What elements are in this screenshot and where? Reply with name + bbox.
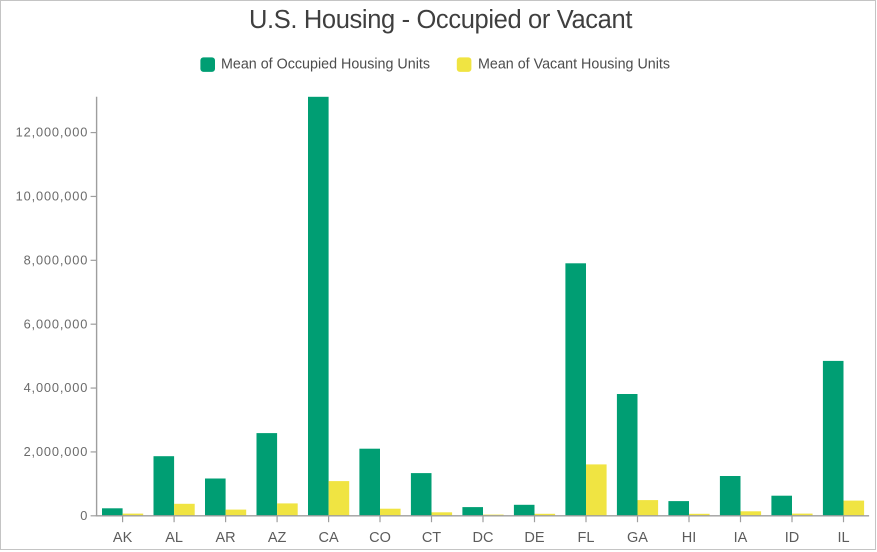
svg-text:ID: ID — [785, 530, 800, 546]
svg-text:CO: CO — [369, 530, 391, 546]
svg-text:DE: DE — [524, 530, 544, 546]
svg-text:FL: FL — [578, 530, 595, 546]
svg-text:AK: AK — [113, 530, 133, 546]
svg-text:IL: IL — [837, 530, 849, 546]
svg-text:U.S. Housing - Occupied or Vac: U.S. Housing - Occupied or Vacant — [249, 6, 632, 34]
svg-text:8,000,000: 8,000,000 — [24, 252, 89, 267]
svg-text:10,000,000: 10,000,000 — [16, 189, 89, 204]
svg-text:AZ: AZ — [268, 530, 287, 546]
svg-text:IA: IA — [734, 530, 748, 546]
svg-text:HI: HI — [682, 530, 697, 546]
svg-text:Mean of Occupied Housing Units: Mean of Occupied Housing Units — [221, 57, 430, 73]
svg-text:AR: AR — [216, 530, 236, 546]
svg-text:6,000,000: 6,000,000 — [24, 316, 89, 331]
svg-text:12,000,000: 12,000,000 — [16, 125, 89, 140]
svg-text:Mean of Vacant Housing Units: Mean of Vacant Housing Units — [478, 57, 670, 73]
svg-text:CA: CA — [319, 530, 339, 546]
svg-text:0: 0 — [80, 508, 88, 523]
svg-text:AL: AL — [165, 530, 183, 546]
svg-text:4,000,000: 4,000,000 — [24, 380, 89, 395]
svg-text:DC: DC — [473, 530, 494, 546]
svg-text:2,000,000: 2,000,000 — [24, 444, 89, 459]
svg-text:CT: CT — [422, 530, 441, 546]
svg-text:GA: GA — [627, 530, 648, 546]
